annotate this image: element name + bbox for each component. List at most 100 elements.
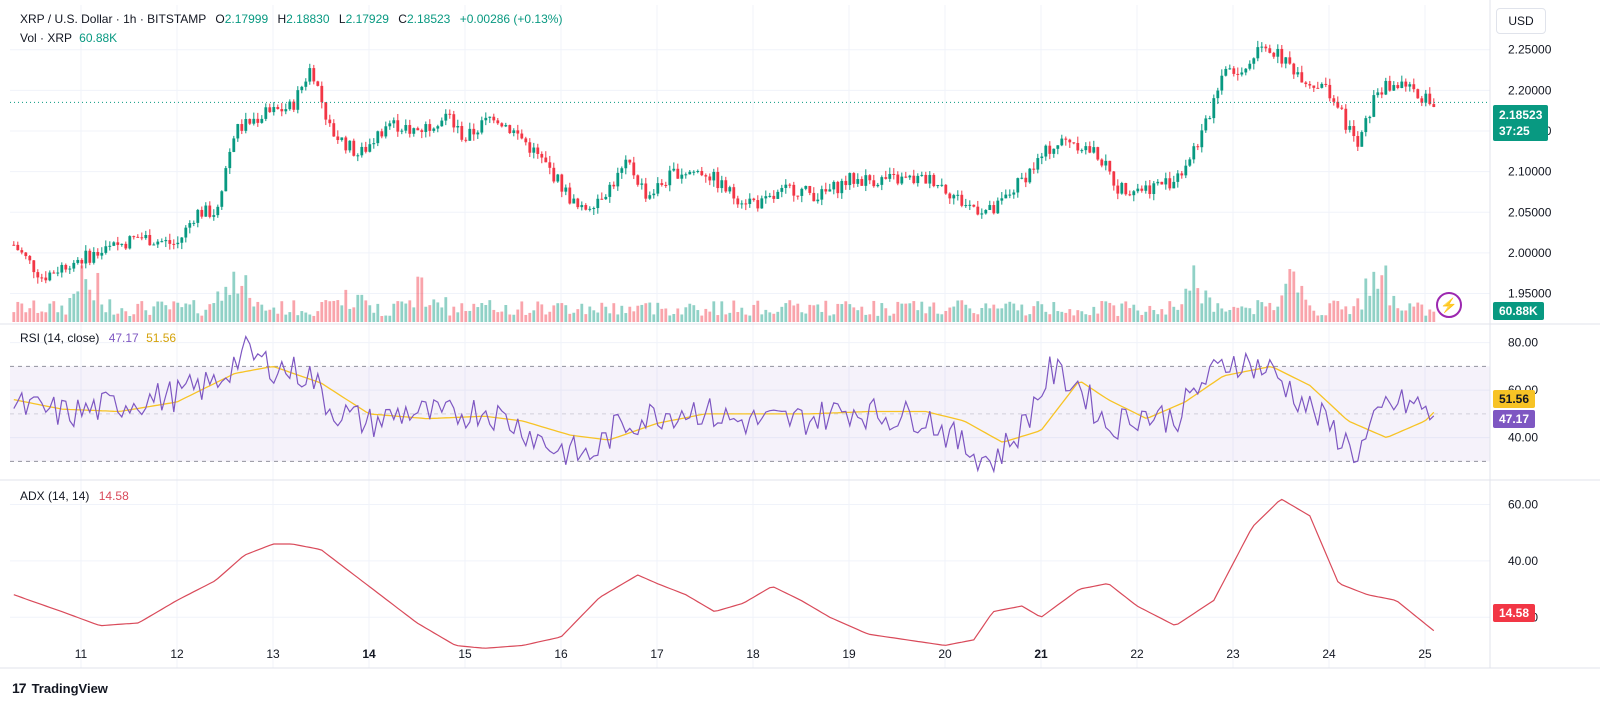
candle-body	[1340, 107, 1344, 109]
candle-body	[1328, 84, 1332, 99]
currency-button[interactable]: USD	[1496, 8, 1546, 34]
volume-bar	[556, 303, 560, 322]
volume-bar	[1228, 309, 1232, 322]
volume-bar	[1264, 306, 1268, 322]
rsi-label: RSI (14, close)	[20, 331, 100, 345]
volume-bar	[996, 308, 1000, 322]
rsi-ma-tag: 51.56	[1493, 390, 1536, 408]
candle-body	[356, 155, 360, 157]
candle-body	[604, 196, 608, 200]
candle-body	[684, 174, 688, 176]
candle-body	[1360, 132, 1364, 147]
symbol-title[interactable]: XRP / U.S. Dollar · 1h · BITSTAMP	[20, 12, 207, 26]
volume-bar	[856, 310, 860, 322]
candle-body	[104, 246, 108, 253]
volume-bar	[416, 276, 420, 322]
candle-body	[544, 157, 548, 163]
candle-body	[920, 174, 924, 176]
volume-bar	[892, 313, 896, 322]
lightning-bolt-icon[interactable]: ⚡	[1436, 292, 1462, 318]
volume-bar	[212, 303, 216, 322]
symbol-legend[interactable]: XRP / U.S. Dollar · 1h · BITSTAMP O2.179…	[20, 12, 562, 26]
candle-body	[500, 123, 504, 127]
x-tick-label: 24	[1322, 647, 1336, 661]
candle-body	[484, 117, 488, 121]
candle-body	[972, 204, 976, 207]
candle-body	[536, 147, 540, 154]
volume-bar	[540, 304, 544, 322]
rsi-legend[interactable]: RSI (14, close) 47.17 51.56	[20, 331, 176, 345]
candle-body	[540, 153, 544, 158]
candle-body	[1064, 138, 1068, 140]
candle-body	[956, 194, 960, 196]
volume-bar	[48, 303, 52, 322]
volume-bar	[1076, 310, 1080, 322]
candle-body	[1376, 92, 1380, 96]
candle-body	[1312, 85, 1316, 88]
adx-line	[13, 498, 1435, 649]
open-value: O2.17999	[215, 12, 271, 26]
candle-body	[1252, 58, 1256, 64]
candle-body	[424, 124, 428, 132]
candle-body	[1424, 93, 1428, 103]
close-value: C2.18523	[398, 12, 453, 26]
candle-body	[1344, 108, 1348, 130]
volume-bar	[468, 310, 472, 322]
volume-bar	[36, 312, 40, 322]
candle-body	[516, 130, 520, 134]
candle-body	[1052, 148, 1056, 154]
volume-bar	[140, 301, 144, 322]
candle-body	[968, 204, 972, 206]
volume-bar	[964, 304, 968, 322]
volume-bar	[444, 297, 448, 322]
x-tick-label: 15	[458, 647, 472, 661]
volume-bar	[1128, 308, 1132, 322]
candle-body	[632, 162, 636, 176]
candle-body	[524, 138, 528, 143]
candle-body	[912, 175, 916, 184]
candle-body	[56, 272, 60, 274]
low-value: L2.17929	[339, 12, 392, 26]
volume-bar	[424, 306, 428, 322]
candle-body	[132, 236, 136, 238]
candle-body	[1172, 181, 1176, 189]
candle-body	[1400, 81, 1404, 89]
candle-body	[832, 181, 836, 190]
volume-label: Vol · XRP	[20, 31, 72, 45]
volume-bar	[672, 314, 676, 322]
volume-bar	[184, 303, 188, 322]
tradingview-logo[interactable]: 17 TradingView	[12, 680, 108, 696]
candle-body	[188, 223, 192, 228]
candle-body	[880, 177, 884, 185]
volume-bar	[680, 314, 684, 322]
candle-body	[268, 107, 272, 113]
candle-body	[904, 176, 908, 178]
adx-legend[interactable]: ADX (14, 14) 14.58	[20, 489, 129, 503]
volume-bar	[436, 302, 440, 322]
volume-bar	[56, 312, 60, 322]
candle-body	[812, 192, 816, 202]
candle-body	[580, 205, 584, 208]
volume-bar	[1216, 303, 1220, 322]
volume-bar	[688, 303, 692, 322]
pane-dividers[interactable]	[0, 0, 1600, 669]
candle-body	[572, 198, 576, 204]
price-tick-label: 2.20000	[1508, 83, 1552, 97]
volume-legend[interactable]: Vol · XRP 60.88K	[20, 31, 117, 45]
candle-body	[640, 183, 644, 185]
volume-bar	[980, 308, 984, 322]
volume-bar	[412, 307, 416, 322]
volume-bar	[744, 314, 748, 322]
candle-body	[224, 168, 228, 192]
volume-bar	[192, 300, 196, 322]
volume-bar	[224, 286, 228, 322]
candle-body	[696, 170, 700, 172]
candle-body	[728, 187, 732, 192]
volume-bar	[124, 311, 128, 322]
candle-body	[1336, 101, 1340, 108]
volume-bar	[644, 303, 648, 322]
candle-body	[552, 167, 556, 182]
candlestick-series[interactable]	[12, 40, 1436, 284]
candle-body	[324, 102, 328, 120]
